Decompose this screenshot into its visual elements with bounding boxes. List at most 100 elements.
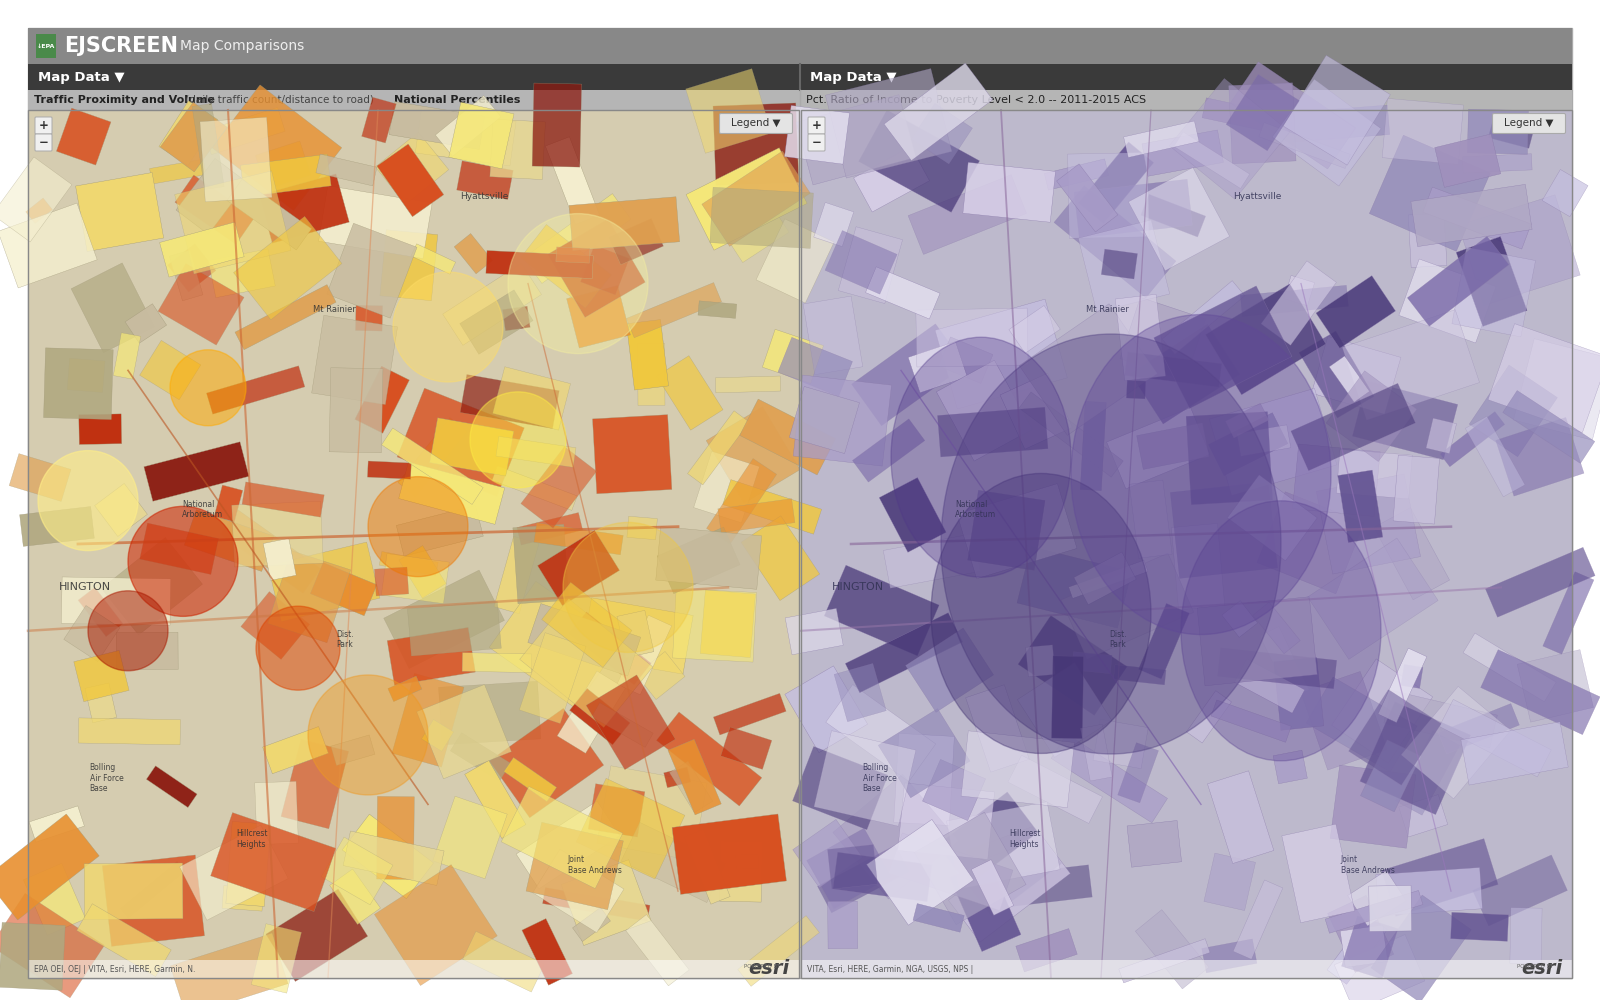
FancyBboxPatch shape bbox=[1126, 821, 1181, 867]
FancyBboxPatch shape bbox=[310, 563, 378, 616]
FancyBboxPatch shape bbox=[0, 157, 72, 242]
FancyBboxPatch shape bbox=[784, 105, 850, 164]
FancyBboxPatch shape bbox=[1282, 824, 1355, 923]
FancyBboxPatch shape bbox=[826, 231, 898, 294]
FancyBboxPatch shape bbox=[1394, 455, 1440, 524]
FancyBboxPatch shape bbox=[718, 499, 795, 533]
FancyBboxPatch shape bbox=[139, 523, 219, 574]
FancyBboxPatch shape bbox=[1341, 916, 1398, 979]
FancyBboxPatch shape bbox=[528, 604, 640, 676]
FancyBboxPatch shape bbox=[67, 358, 106, 393]
FancyBboxPatch shape bbox=[1136, 423, 1210, 469]
Text: Joint
Base Andrews: Joint Base Andrews bbox=[568, 855, 621, 875]
FancyBboxPatch shape bbox=[1398, 795, 1448, 837]
FancyBboxPatch shape bbox=[1107, 408, 1210, 489]
FancyBboxPatch shape bbox=[251, 924, 301, 993]
FancyBboxPatch shape bbox=[1054, 186, 1176, 298]
FancyBboxPatch shape bbox=[362, 97, 397, 143]
FancyBboxPatch shape bbox=[1123, 121, 1198, 158]
Bar bbox=[29, 90, 1571, 110]
FancyBboxPatch shape bbox=[826, 69, 952, 178]
FancyBboxPatch shape bbox=[757, 219, 834, 303]
FancyBboxPatch shape bbox=[1229, 83, 1296, 164]
FancyBboxPatch shape bbox=[739, 399, 835, 475]
FancyBboxPatch shape bbox=[792, 746, 888, 830]
FancyBboxPatch shape bbox=[0, 814, 99, 920]
FancyBboxPatch shape bbox=[226, 821, 270, 906]
Ellipse shape bbox=[891, 337, 1070, 577]
FancyBboxPatch shape bbox=[77, 904, 171, 977]
FancyBboxPatch shape bbox=[818, 845, 909, 913]
FancyBboxPatch shape bbox=[1056, 164, 1118, 232]
FancyBboxPatch shape bbox=[707, 459, 776, 544]
FancyBboxPatch shape bbox=[1317, 276, 1395, 348]
FancyBboxPatch shape bbox=[1205, 284, 1326, 395]
FancyBboxPatch shape bbox=[786, 608, 843, 655]
Circle shape bbox=[307, 675, 429, 795]
FancyBboxPatch shape bbox=[1162, 281, 1245, 354]
FancyBboxPatch shape bbox=[232, 501, 323, 567]
FancyBboxPatch shape bbox=[379, 552, 438, 576]
FancyBboxPatch shape bbox=[867, 819, 974, 925]
FancyBboxPatch shape bbox=[1154, 286, 1291, 408]
FancyBboxPatch shape bbox=[667, 739, 722, 815]
FancyBboxPatch shape bbox=[1018, 547, 1131, 628]
FancyBboxPatch shape bbox=[1045, 159, 1109, 190]
FancyBboxPatch shape bbox=[637, 343, 666, 405]
FancyBboxPatch shape bbox=[1422, 187, 1531, 249]
Text: POWERED BY: POWERED BY bbox=[744, 964, 781, 968]
FancyBboxPatch shape bbox=[170, 933, 288, 1000]
FancyBboxPatch shape bbox=[43, 348, 114, 419]
FancyBboxPatch shape bbox=[1440, 412, 1504, 467]
FancyBboxPatch shape bbox=[176, 158, 248, 234]
FancyBboxPatch shape bbox=[1488, 120, 1533, 148]
FancyBboxPatch shape bbox=[890, 833, 1013, 910]
FancyBboxPatch shape bbox=[1317, 474, 1421, 574]
FancyBboxPatch shape bbox=[792, 819, 862, 888]
FancyBboxPatch shape bbox=[78, 587, 123, 637]
FancyBboxPatch shape bbox=[120, 862, 186, 918]
FancyBboxPatch shape bbox=[421, 719, 454, 751]
FancyBboxPatch shape bbox=[200, 117, 272, 202]
FancyBboxPatch shape bbox=[1347, 870, 1406, 926]
FancyBboxPatch shape bbox=[1240, 285, 1349, 316]
Text: VITA, Esri, HERE, Garmin, NGA, USGS, NPS |: VITA, Esri, HERE, Garmin, NGA, USGS, NPS… bbox=[806, 964, 973, 974]
FancyBboxPatch shape bbox=[214, 485, 243, 522]
FancyBboxPatch shape bbox=[10, 454, 70, 501]
FancyBboxPatch shape bbox=[555, 247, 590, 263]
FancyBboxPatch shape bbox=[1139, 603, 1189, 679]
FancyBboxPatch shape bbox=[714, 693, 786, 735]
FancyBboxPatch shape bbox=[1472, 855, 1568, 926]
FancyBboxPatch shape bbox=[1469, 365, 1557, 457]
FancyBboxPatch shape bbox=[1451, 247, 1536, 337]
FancyBboxPatch shape bbox=[1376, 867, 1483, 916]
FancyBboxPatch shape bbox=[797, 95, 915, 185]
FancyBboxPatch shape bbox=[1438, 704, 1520, 754]
Circle shape bbox=[394, 272, 502, 382]
FancyBboxPatch shape bbox=[397, 388, 525, 497]
FancyBboxPatch shape bbox=[866, 267, 941, 319]
FancyBboxPatch shape bbox=[1171, 523, 1224, 610]
FancyBboxPatch shape bbox=[538, 530, 619, 606]
FancyBboxPatch shape bbox=[838, 227, 902, 304]
FancyBboxPatch shape bbox=[939, 337, 994, 384]
FancyBboxPatch shape bbox=[26, 198, 53, 224]
FancyBboxPatch shape bbox=[56, 108, 110, 165]
FancyBboxPatch shape bbox=[382, 428, 483, 504]
FancyBboxPatch shape bbox=[1203, 853, 1256, 911]
FancyBboxPatch shape bbox=[853, 419, 925, 482]
FancyBboxPatch shape bbox=[597, 766, 707, 861]
FancyBboxPatch shape bbox=[326, 223, 418, 318]
Ellipse shape bbox=[1181, 501, 1381, 761]
FancyBboxPatch shape bbox=[656, 527, 762, 589]
FancyBboxPatch shape bbox=[1307, 538, 1438, 659]
FancyBboxPatch shape bbox=[102, 855, 205, 946]
FancyBboxPatch shape bbox=[1395, 731, 1459, 815]
Text: Pct. Ratio of Income to Poverty Level < 2.0 -- 2011-2015 ACS: Pct. Ratio of Income to Poverty Level < … bbox=[806, 95, 1146, 105]
FancyBboxPatch shape bbox=[923, 759, 986, 821]
FancyBboxPatch shape bbox=[562, 860, 651, 946]
FancyBboxPatch shape bbox=[738, 916, 819, 986]
FancyBboxPatch shape bbox=[322, 837, 394, 905]
FancyBboxPatch shape bbox=[1008, 755, 1102, 823]
FancyBboxPatch shape bbox=[894, 733, 954, 825]
